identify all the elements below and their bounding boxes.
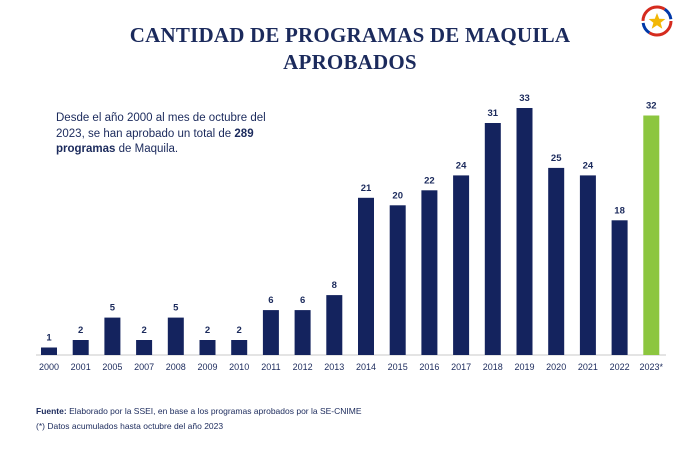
chart-title: CANTIDAD DE PROGRAMAS DE MAQUILA APROBAD…: [0, 22, 700, 76]
note-text: Desde el año 2000 al mes de octubre del …: [56, 112, 266, 140]
source-text: Elaborado por la SSEI, en base a los pro…: [66, 406, 362, 416]
bar-2012: [294, 310, 311, 355]
x-tick-label: 2009: [197, 362, 217, 372]
bar-chart: 1 2000 2 2001 5 2005 2 2007 5 2008 2 2009 2 2010 6 2011…: [36, 93, 666, 372]
x-tick-label: 2017: [451, 362, 471, 372]
x-tick-label: 2022: [610, 362, 630, 372]
bar-2023: [643, 115, 660, 355]
data-label: 24: [583, 160, 594, 171]
note-text-end: de Maquila.: [115, 143, 179, 155]
x-tick-label: 2016: [419, 362, 439, 372]
bar-2014: [358, 197, 374, 355]
data-label: 25: [551, 153, 562, 164]
source-line: Fuente: Elaborado por la SSEI, en base a…: [36, 404, 362, 419]
x-tick-label: 2013: [324, 362, 344, 372]
chart-title-line-1: CANTIDAD DE PROGRAMAS DE MAQUILA: [129, 23, 571, 47]
data-label: 18: [614, 205, 625, 216]
x-tick-label: 2020: [546, 362, 566, 372]
asterisk-note: (*) Datos acumulados hasta octubre del a…: [36, 421, 224, 431]
data-label: 2: [78, 325, 83, 336]
bar-2008: [167, 317, 184, 355]
data-label: 5: [110, 303, 116, 314]
bar-2007: [136, 340, 153, 355]
bar-2016: [421, 190, 438, 355]
x-tick-label: 2000: [39, 362, 59, 372]
x-tick-label: 2001: [71, 362, 91, 372]
bar-2015: [389, 205, 406, 355]
bar-2017: [453, 175, 470, 355]
x-tick-label: 2010: [229, 362, 249, 372]
x-tick-label: 2023*: [640, 362, 664, 372]
bar-2013: [326, 295, 343, 355]
bar-2019: [516, 108, 533, 355]
footer: Fuente: Elaborado por la SSEI, en base a…: [36, 404, 362, 434]
data-label: 6: [300, 295, 305, 306]
x-tick-label: 2014: [356, 362, 376, 372]
bar-2009: [199, 340, 216, 355]
data-label: 20: [392, 190, 403, 201]
data-label: 2: [237, 325, 242, 336]
x-tick-label: 2012: [293, 362, 313, 372]
x-tick-label: 2007: [134, 362, 154, 372]
x-tick-label: 2021: [578, 362, 598, 372]
bar-2018: [484, 123, 501, 355]
x-tick-label: 2018: [483, 362, 503, 372]
x-tick-label: 2019: [514, 362, 534, 372]
data-label: 2: [141, 325, 146, 336]
data-label: 8: [332, 280, 337, 291]
bar-2010: [231, 340, 248, 355]
data-label: 5: [173, 303, 179, 314]
source-label: Fuente:: [36, 406, 67, 416]
x-tick-label: 2015: [388, 362, 408, 372]
summary-note: Desde el año 2000 al mes de octubre del …: [56, 111, 286, 158]
bar-2005: [104, 317, 121, 355]
data-label: 22: [424, 175, 435, 186]
chart-title-line-2: APROBADOS: [283, 50, 417, 74]
data-label: 1: [46, 333, 52, 344]
data-label: 2: [205, 325, 210, 336]
x-tick-label: 2011: [261, 362, 280, 372]
data-label: 31: [488, 108, 499, 119]
data-label: 32: [646, 101, 657, 112]
bar-2020: [548, 167, 565, 355]
bar-2001: [72, 340, 89, 355]
note-highlight: 289 programas: [56, 127, 254, 156]
x-tick-label: 2005: [102, 362, 122, 372]
data-label: 6: [268, 295, 273, 306]
bar-2021: [579, 175, 596, 355]
bar-2022: [611, 220, 628, 355]
x-tick-label: 2008: [166, 362, 186, 372]
paraguay-seal-icon: [641, 5, 673, 37]
data-label: 21: [361, 183, 372, 194]
bar-2000: [41, 347, 57, 355]
data-label: 33: [519, 93, 530, 104]
bar-2011: [262, 310, 279, 355]
data-label: 24: [456, 160, 467, 171]
